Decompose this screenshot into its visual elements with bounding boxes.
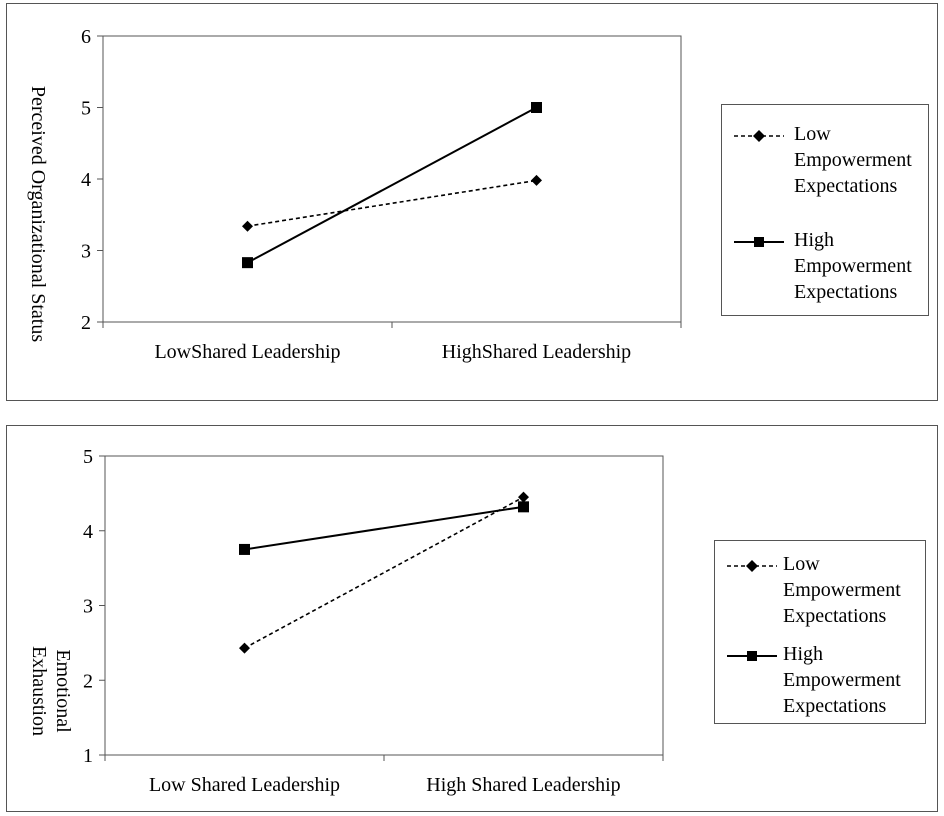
legend-label-low: Low Empowerment Expectations [794,123,912,197]
series-low-point [531,174,542,186]
y-tick-label: 5 [83,446,93,468]
legend-item-low: Low Empowerment Expectations [715,553,925,627]
y-tick-label: 2 [83,670,93,692]
chart-bottom-svg: 1 2 3 4 5 Low Shared Leadership High Shared Le… [28,446,664,796]
series-low-point [518,491,529,503]
y-axis-label: EmotionalExhaustion [28,646,74,736]
chart-top-svg: 2 3 4 5 6 LowShared Leadership HighShared Lead… [27,26,682,363]
y-tick-label: 5 [81,98,91,120]
chart-panel-top: 2 3 4 5 6 LowShared Leadership HighShared Lead… [6,3,938,401]
series-low-point [242,220,253,232]
series-high-point [518,501,529,513]
plot-area-frame [104,455,664,756]
legend-label-high: High Empowerment Expectations [783,643,901,717]
x-tick-label: Low Shared Leadership [149,774,340,796]
y-tick-label: 3 [83,596,93,618]
series-low-line [247,179,537,227]
chart-bottom-legend: Low Empowerment Expectations High Empowe… [714,540,926,724]
plot-area-frame [102,35,682,323]
y-tick-label: 6 [81,26,91,48]
series-high-point [239,543,250,555]
y-tick-label: 4 [81,169,91,191]
x-tick-label: LowShared Leadership [154,341,340,363]
series-high-point [531,102,542,113]
chart-panel-bottom: 1 2 3 4 5 Low Shared Leadership High Shared Le… [6,425,938,812]
y-axis-label: Perceived Organizational Status [27,86,49,342]
legend-item-high: High Empowerment Expectations [715,643,925,717]
y-tick-label: 4 [83,521,93,543]
series-low-point [239,642,250,654]
solid-square-legend-icon [734,237,784,247]
legend-label-high: High Empowerment Expectations [794,229,912,303]
legend-label-low: Low Empowerment Expectations [783,553,901,627]
y-tick-label: 1 [83,745,93,767]
legend-item-low: Low Empowerment Expectations [722,123,928,197]
series-low-line [244,496,524,649]
x-tick-label: High Shared Leadership [426,774,620,796]
legend-item-high: High Empowerment Expectations [722,229,928,303]
series-high-line [247,106,537,264]
x-tick-label: HighShared Leadership [442,341,631,363]
chart-top-legend: Low Empowerment Expectations High Empowe… [721,104,929,316]
dashed-diamond-legend-icon [734,130,784,142]
y-tick-label: 2 [81,312,91,334]
series-high-line [244,505,524,551]
solid-square-legend-icon [727,651,777,661]
series-high-point [242,257,253,269]
dashed-diamond-legend-icon [727,560,777,572]
y-tick-label: 3 [81,241,91,263]
